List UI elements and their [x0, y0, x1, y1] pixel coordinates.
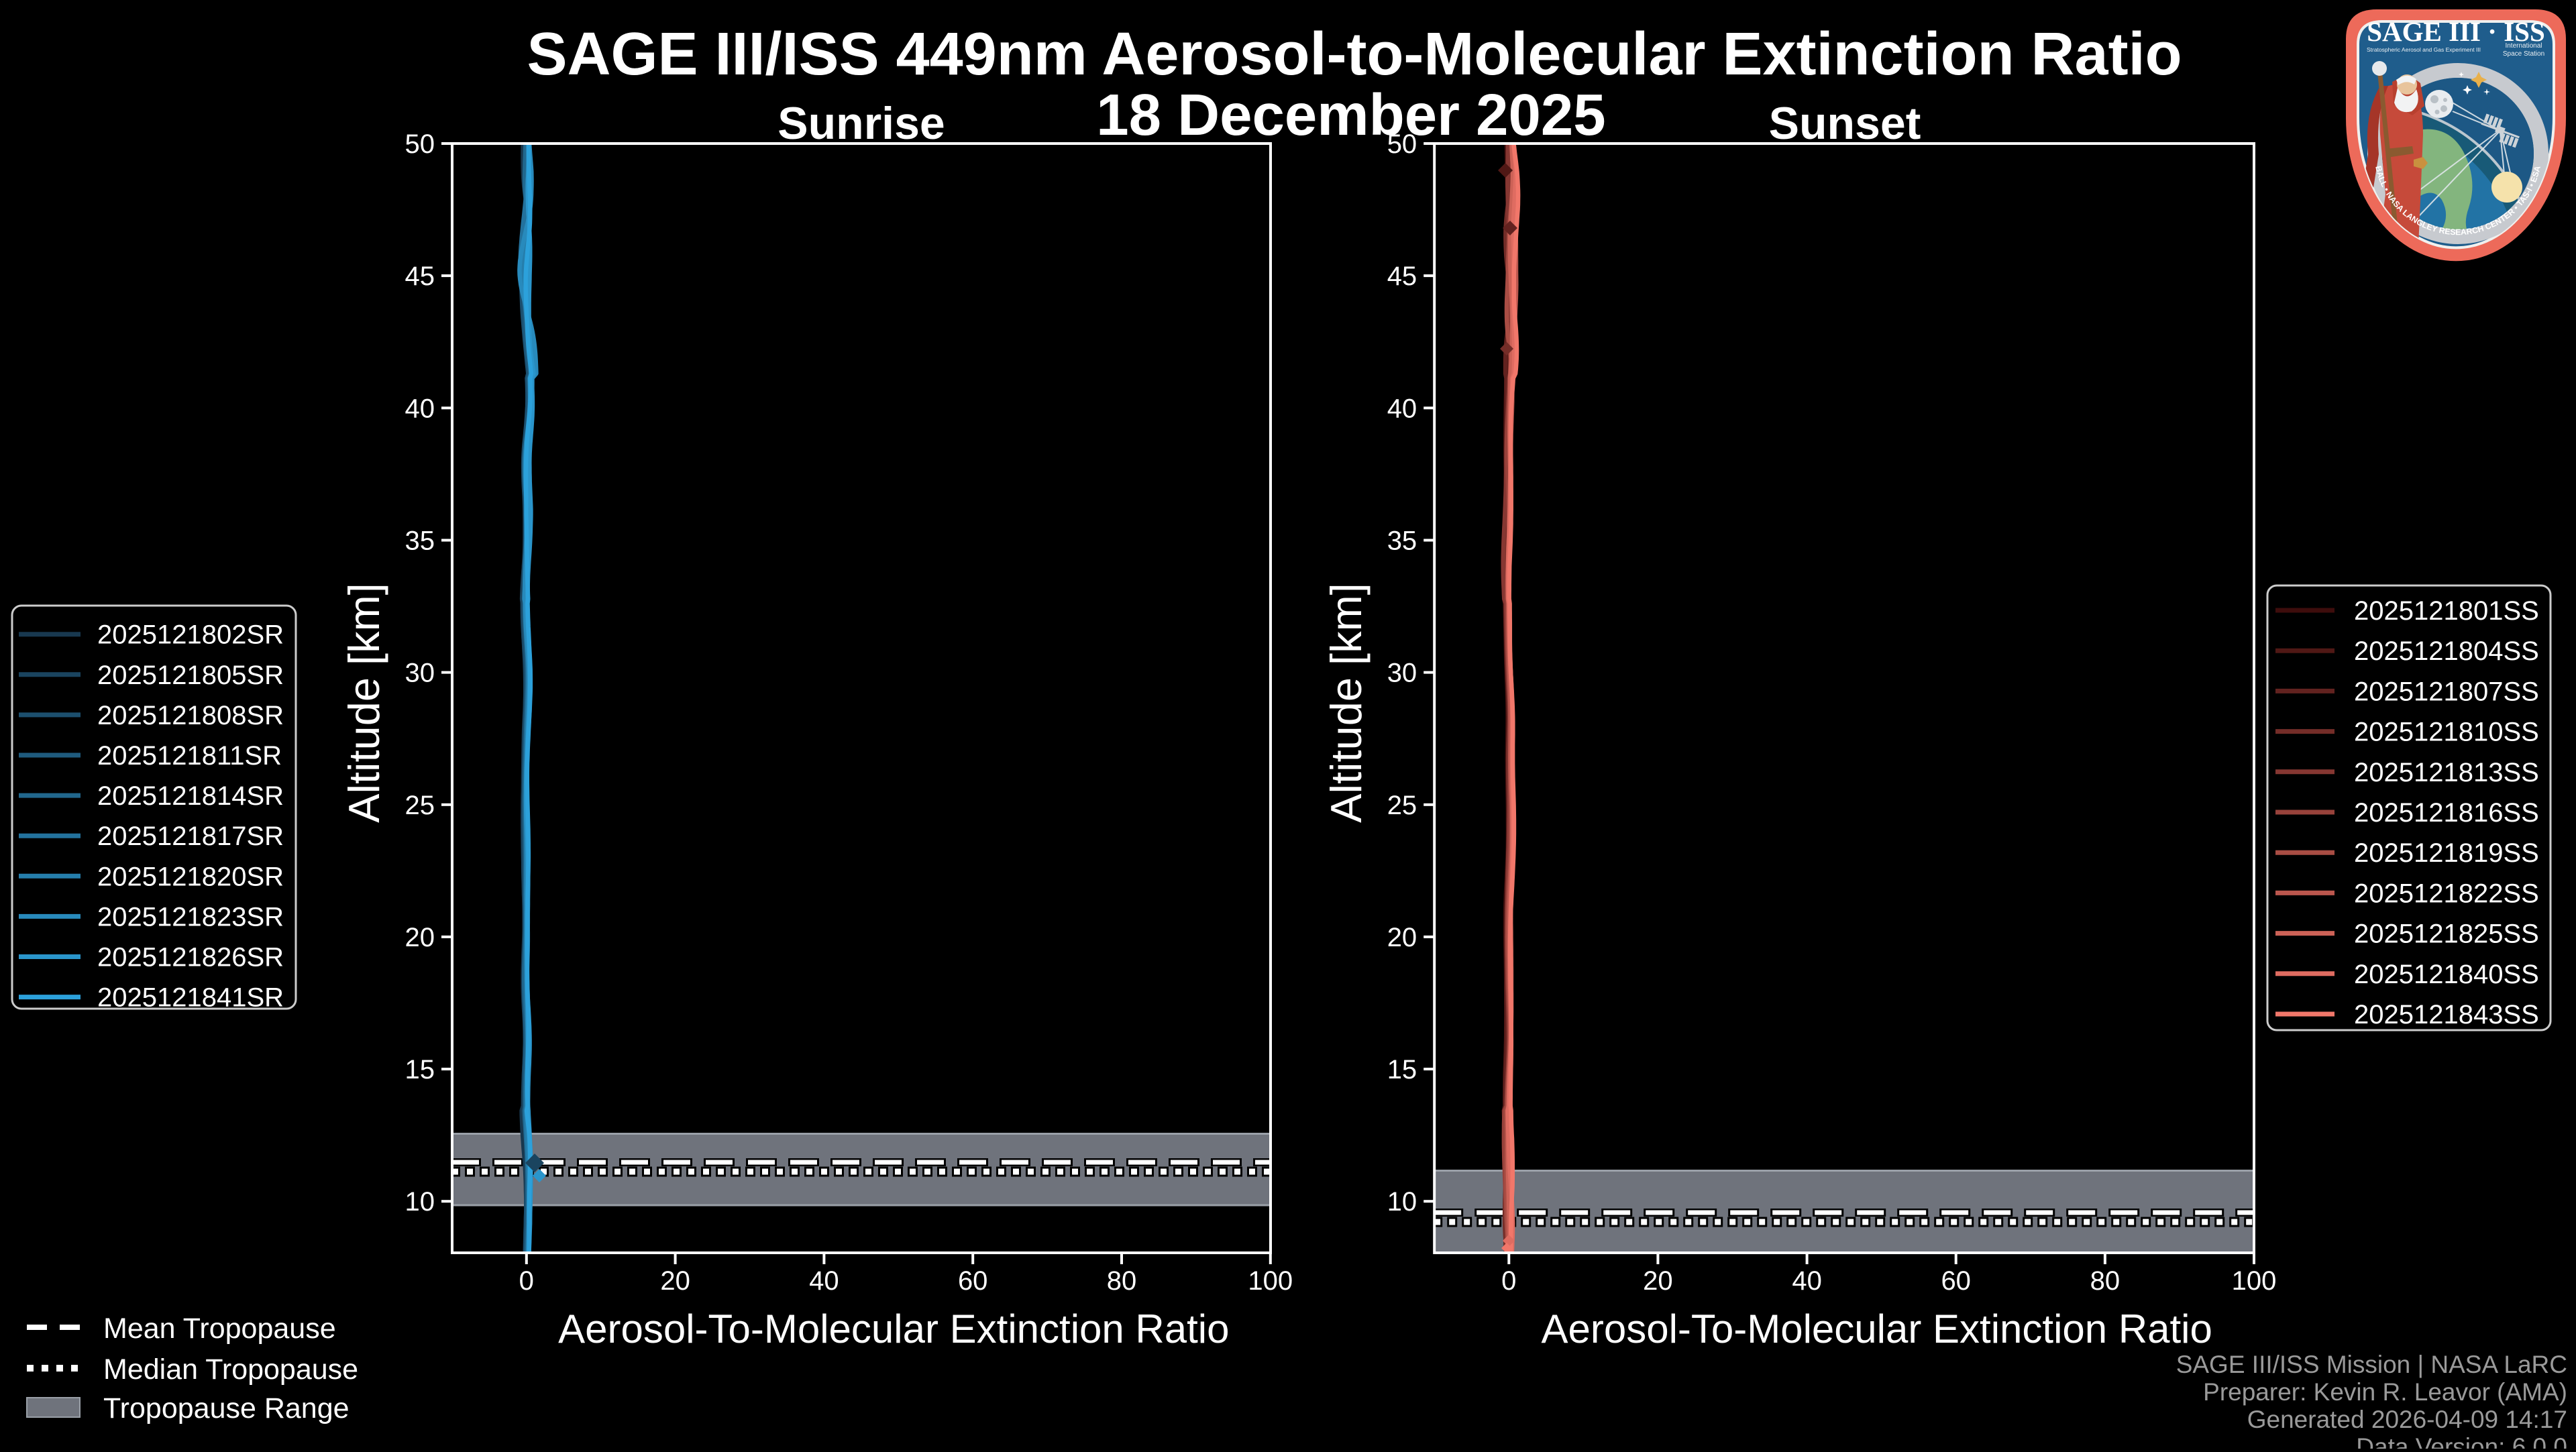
svg-text:80: 80 — [1107, 1266, 1137, 1296]
svg-text:30: 30 — [1387, 659, 1417, 688]
svg-text:2025121804SS: 2025121804SS — [2354, 636, 2539, 666]
svg-text:2025121810SS: 2025121810SS — [2354, 718, 2539, 747]
svg-text:SAGE III · ISS: SAGE III · ISS — [2367, 16, 2545, 47]
svg-text:0: 0 — [519, 1266, 534, 1296]
svg-text:International: International — [2505, 42, 2542, 50]
svg-text:Sunrise: Sunrise — [777, 98, 945, 149]
svg-text:100: 100 — [1248, 1266, 1293, 1296]
svg-text:2025121814SR: 2025121814SR — [97, 781, 284, 811]
svg-text:20: 20 — [405, 923, 435, 952]
svg-text:2025121825SS: 2025121825SS — [2354, 919, 2539, 949]
svg-text:2025121840SS: 2025121840SS — [2354, 960, 2539, 989]
svg-text:60: 60 — [1941, 1266, 1971, 1296]
svg-text:2025121813SS: 2025121813SS — [2354, 758, 2539, 787]
svg-text:60: 60 — [958, 1266, 988, 1296]
svg-text:Sunset: Sunset — [1769, 98, 1921, 149]
svg-text:50: 50 — [405, 129, 435, 159]
svg-text:20: 20 — [1643, 1266, 1673, 1296]
svg-text:40: 40 — [405, 394, 435, 423]
svg-text:Tropopause Range: Tropopause Range — [103, 1392, 350, 1425]
svg-text:2025121811SR: 2025121811SR — [97, 741, 282, 771]
svg-text:Aerosol-To-Molecular Extinctio: Aerosol-To-Molecular Extinction Ratio — [558, 1306, 1229, 1351]
svg-text:2025121805SR: 2025121805SR — [97, 661, 284, 690]
svg-text:2025121826SR: 2025121826SR — [97, 943, 284, 972]
svg-text:35: 35 — [405, 526, 435, 556]
svg-text:Preparer: Kevin R. Leavor (AMA: Preparer: Kevin R. Leavor (AMA) — [2203, 1378, 2567, 1406]
svg-text:2025121822SS: 2025121822SS — [2354, 879, 2539, 908]
svg-text:2025121801SS: 2025121801SS — [2354, 596, 2539, 626]
svg-text:2025121841SR: 2025121841SR — [97, 983, 284, 1013]
svg-text:18 December 2025: 18 December 2025 — [1096, 82, 1605, 148]
svg-text:45: 45 — [1387, 262, 1417, 291]
svg-text:2025121823SR: 2025121823SR — [97, 902, 284, 932]
svg-text:Generated 2026-04-09 14:17: Generated 2026-04-09 14:17 — [2247, 1406, 2567, 1433]
svg-text:45: 45 — [405, 262, 435, 291]
svg-text:80: 80 — [2090, 1266, 2121, 1296]
svg-text:2025121807SS: 2025121807SS — [2354, 677, 2539, 706]
svg-text:40: 40 — [1387, 394, 1417, 423]
svg-text:2025121808SR: 2025121808SR — [97, 701, 284, 730]
svg-text:Aerosol-To-Molecular Extinctio: Aerosol-To-Molecular Extinction Ratio — [1541, 1306, 2212, 1351]
svg-text:20: 20 — [1387, 923, 1417, 952]
svg-text:25: 25 — [1387, 791, 1417, 820]
svg-text:25: 25 — [405, 791, 435, 820]
svg-text:30: 30 — [405, 659, 435, 688]
svg-text:35: 35 — [1387, 526, 1417, 556]
svg-text:50: 50 — [1387, 129, 1417, 159]
svg-text:15: 15 — [1387, 1055, 1417, 1084]
svg-text:SAGE III/ISS Mission | NASA La: SAGE III/ISS Mission | NASA LaRC — [2176, 1351, 2567, 1378]
svg-text:2025121817SR: 2025121817SR — [97, 822, 284, 851]
svg-text:Median Tropopause: Median Tropopause — [103, 1353, 358, 1386]
svg-text:Altitude [km]: Altitude [km] — [339, 583, 388, 823]
svg-text:10: 10 — [405, 1187, 435, 1217]
svg-text:Data Version: 6.0.0: Data Version: 6.0.0 — [2356, 1433, 2567, 1449]
svg-text:Stratospheric Aerosol and Gas: Stratospheric Aerosol and Gas Experiment… — [2367, 46, 2481, 53]
svg-text:2025121819SS: 2025121819SS — [2354, 838, 2539, 868]
svg-text:Space Station: Space Station — [2503, 50, 2544, 58]
svg-text:2025121820SR: 2025121820SR — [97, 862, 284, 891]
svg-text:0: 0 — [1501, 1266, 1516, 1296]
svg-text:2025121843SS: 2025121843SS — [2354, 1000, 2539, 1029]
svg-text:20: 20 — [660, 1266, 690, 1296]
svg-text:2025121816SS: 2025121816SS — [2354, 798, 2539, 828]
svg-text:15: 15 — [405, 1055, 435, 1084]
svg-text:2025121802SR: 2025121802SR — [97, 620, 284, 650]
svg-text:40: 40 — [1792, 1266, 1822, 1296]
svg-text:10: 10 — [1387, 1187, 1417, 1217]
svg-text:100: 100 — [2232, 1266, 2277, 1296]
svg-text:SAGE III/ISS 449nm Aerosol-to-: SAGE III/ISS 449nm Aerosol-to-Molecular … — [527, 21, 2182, 88]
svg-text:Altitude [km]: Altitude [km] — [1322, 583, 1371, 823]
svg-text:40: 40 — [809, 1266, 839, 1296]
svg-text:Mean Tropopause: Mean Tropopause — [103, 1313, 336, 1345]
